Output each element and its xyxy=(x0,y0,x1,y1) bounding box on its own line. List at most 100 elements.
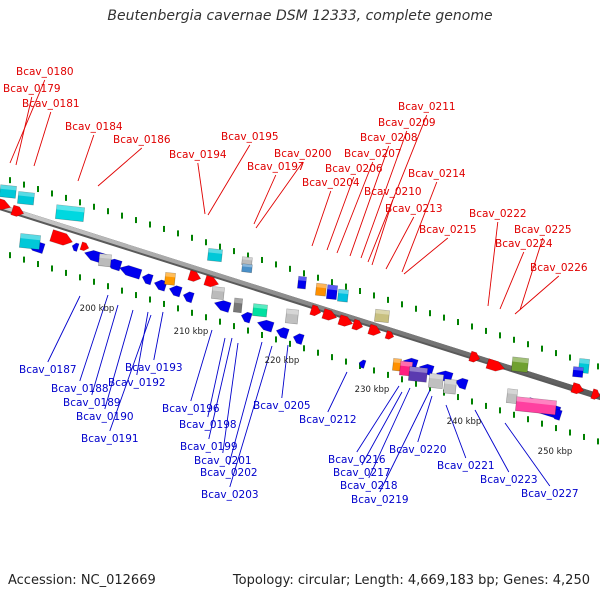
gene-box xyxy=(325,284,339,300)
gene-arrow xyxy=(367,323,382,336)
leader-line xyxy=(79,294,109,382)
scale-label: 210 kbp xyxy=(174,327,209,337)
leader-line xyxy=(229,345,273,488)
leader-line xyxy=(136,311,149,376)
gene-box-shine xyxy=(429,373,444,380)
gene-box xyxy=(252,303,268,318)
gene-arrow xyxy=(275,327,290,340)
reverse-gene xyxy=(358,359,367,369)
reverse-gene xyxy=(168,285,183,298)
upper-gene-label: Bcav_0210 xyxy=(364,186,422,198)
gene-feature-box xyxy=(505,388,519,404)
gene-arrow xyxy=(203,274,220,288)
upper-gene-label: Bcav_0207 xyxy=(344,148,402,160)
upper-gene-label: Bcav_0224 xyxy=(495,238,553,250)
leader-line xyxy=(97,147,143,187)
gene-arrow xyxy=(485,358,506,372)
gene-feature-box xyxy=(284,308,300,325)
reverse-gene xyxy=(71,242,80,252)
gene-feature-box xyxy=(337,288,349,303)
forward-gene xyxy=(337,314,354,327)
upper-gene-label: Bcav_0194 xyxy=(169,149,227,161)
gene-feature-box xyxy=(0,184,17,199)
gene-box xyxy=(232,297,244,314)
lower-gene-label: Bcav_0227 xyxy=(521,488,579,500)
gene-box-shine xyxy=(20,233,41,241)
genome-summary-text: Topology: circular; Length: 4,669,183 bp… xyxy=(232,573,590,588)
gene-arrow xyxy=(292,333,305,346)
gene-feature-box xyxy=(510,356,530,373)
gene-feature-box xyxy=(325,284,339,300)
reverse-gene xyxy=(256,319,275,333)
leader-line xyxy=(190,329,213,402)
gene-feature-box xyxy=(515,396,557,416)
gene-feature-box xyxy=(211,286,225,300)
genome-backbone-highlight xyxy=(0,203,600,399)
upper-gene-label: Bcav_0200 xyxy=(274,148,332,160)
lower-gene-label: Bcav_0202 xyxy=(200,467,258,479)
reverse-gene xyxy=(213,300,232,313)
scale-label: 230 kbp xyxy=(355,385,390,395)
gene-box xyxy=(297,275,307,290)
gene-arrow xyxy=(358,359,367,369)
leader-line xyxy=(33,111,52,167)
scale-label: 220 kbp xyxy=(265,356,300,366)
forward-gene xyxy=(468,350,481,363)
gene-arrow xyxy=(71,242,80,252)
gene-box xyxy=(374,308,390,324)
upper-gene-label: Bcav_0195 xyxy=(221,131,279,143)
forward-gene xyxy=(79,241,90,252)
upper-gene-label: Bcav_0211 xyxy=(398,101,456,113)
gene-arrow xyxy=(351,318,364,331)
gene-arrow xyxy=(79,241,90,252)
gene-box xyxy=(17,191,35,206)
gene-box-shine xyxy=(286,308,299,315)
leader-line xyxy=(519,237,544,311)
upper-gene-label: Bcav_0215 xyxy=(419,224,477,236)
gene-box xyxy=(442,378,458,395)
reverse-gene xyxy=(454,377,469,390)
gene-feature-box xyxy=(427,373,445,390)
upper-gene-label: Bcav_0206 xyxy=(325,163,383,175)
lower-gene-label: Bcav_0190 xyxy=(76,411,134,423)
gene-feature-box xyxy=(241,263,253,274)
gene-box-shine xyxy=(242,263,253,268)
gene-box xyxy=(207,248,223,263)
gene-box-shine xyxy=(409,366,428,374)
gene-feature-box xyxy=(55,204,85,222)
gene-arrow xyxy=(256,319,275,333)
gene-box-shine xyxy=(234,297,243,304)
forward-gene xyxy=(590,388,600,400)
gene-box-shine xyxy=(316,283,327,289)
gene-feature-box xyxy=(442,378,458,395)
gene-arrow xyxy=(321,308,338,321)
leader-line xyxy=(499,251,525,310)
gene-box-shine xyxy=(0,184,17,191)
forward-gene xyxy=(0,197,12,211)
gene-box-shine xyxy=(165,272,176,278)
upper-gene-label: Bcav_0222 xyxy=(469,208,527,220)
reverse-gene xyxy=(118,265,143,280)
gene-arrow xyxy=(187,269,202,282)
leader-line xyxy=(379,389,431,493)
gene-box xyxy=(98,253,112,268)
scale-label: 200 kbp xyxy=(80,304,115,314)
gene-feature-box xyxy=(18,233,42,250)
upper-gene-label: Bcav_0213 xyxy=(385,203,443,215)
gene-box xyxy=(315,282,327,297)
leader-line xyxy=(47,295,81,363)
gene-feature-box xyxy=(17,191,35,206)
gene-box xyxy=(515,396,557,416)
leader-line xyxy=(197,162,206,215)
gene-arrow xyxy=(468,350,481,363)
leader-line xyxy=(255,161,304,229)
gene-box-shine xyxy=(208,248,223,254)
leader-line xyxy=(417,395,433,443)
gene-feature-box xyxy=(572,366,584,378)
gene-arrow xyxy=(213,300,232,313)
gene-feature-box xyxy=(297,275,307,290)
gene-box-shine xyxy=(444,378,457,385)
reverse-gene xyxy=(240,311,253,324)
leader-line xyxy=(15,96,33,166)
reverse-gene xyxy=(153,279,168,292)
